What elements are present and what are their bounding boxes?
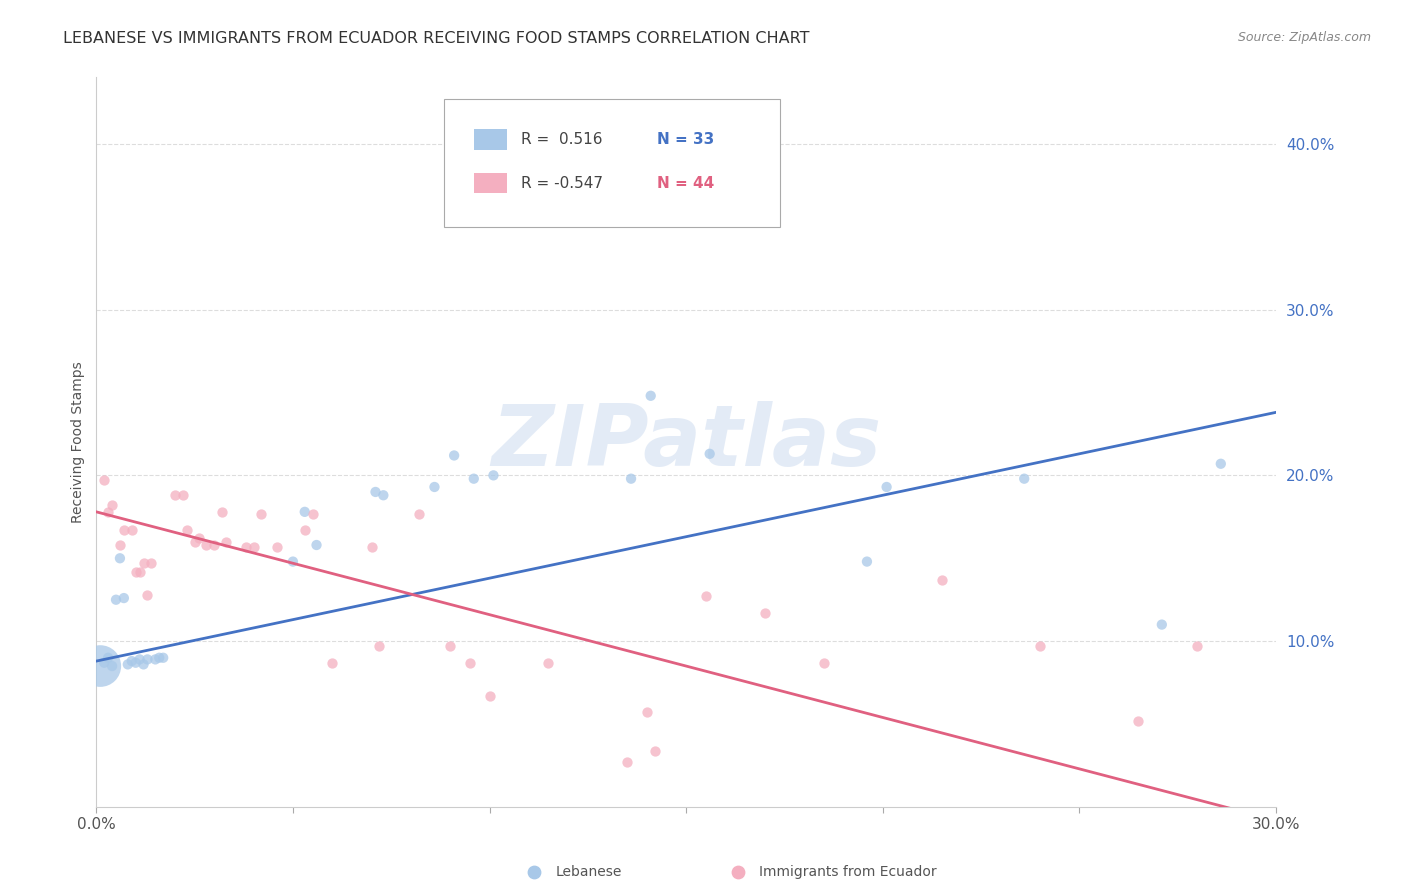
Point bbox=[1209, 457, 1232, 471]
Point bbox=[101, 498, 124, 512]
Point bbox=[97, 505, 120, 519]
Point bbox=[105, 592, 128, 607]
Point bbox=[616, 756, 638, 770]
Point bbox=[211, 505, 233, 519]
Point bbox=[408, 507, 430, 521]
FancyBboxPatch shape bbox=[474, 173, 506, 194]
Point bbox=[112, 523, 135, 537]
Text: N = 33: N = 33 bbox=[657, 132, 714, 147]
Point bbox=[128, 565, 150, 579]
Point bbox=[754, 606, 776, 620]
Point bbox=[93, 656, 115, 670]
Point bbox=[108, 538, 131, 552]
Point bbox=[128, 652, 150, 666]
Point bbox=[266, 540, 288, 554]
Point bbox=[931, 573, 953, 587]
FancyBboxPatch shape bbox=[474, 129, 506, 150]
Point bbox=[163, 488, 186, 502]
FancyBboxPatch shape bbox=[444, 99, 780, 227]
Point bbox=[482, 468, 505, 483]
Point bbox=[640, 389, 662, 403]
Point bbox=[148, 650, 170, 665]
Point bbox=[202, 538, 225, 552]
Point bbox=[108, 551, 131, 566]
Point bbox=[97, 650, 120, 665]
Point bbox=[537, 656, 560, 670]
Point bbox=[856, 555, 879, 569]
Point bbox=[132, 657, 155, 672]
Point bbox=[89, 659, 111, 673]
Point bbox=[364, 485, 387, 500]
Point bbox=[423, 480, 446, 494]
Point bbox=[1029, 639, 1052, 653]
Point bbox=[305, 538, 328, 552]
Text: ZIPatlas: ZIPatlas bbox=[491, 401, 882, 483]
Point bbox=[242, 540, 264, 554]
Point bbox=[132, 556, 155, 570]
Point bbox=[1187, 639, 1209, 653]
Point bbox=[183, 534, 205, 549]
Point bbox=[112, 591, 135, 605]
Point bbox=[294, 505, 316, 519]
Text: N = 44: N = 44 bbox=[657, 176, 714, 191]
Point bbox=[195, 538, 218, 552]
Point bbox=[281, 555, 304, 569]
Point bbox=[250, 507, 273, 521]
Point bbox=[699, 447, 721, 461]
Point bbox=[101, 659, 124, 673]
Point bbox=[458, 656, 481, 670]
Point bbox=[368, 639, 391, 653]
Point bbox=[1012, 472, 1035, 486]
Point bbox=[636, 706, 658, 720]
Point bbox=[176, 523, 198, 537]
Point bbox=[813, 656, 835, 670]
Point bbox=[141, 556, 163, 570]
Point bbox=[321, 656, 343, 670]
Point bbox=[93, 474, 115, 488]
Text: R = -0.547: R = -0.547 bbox=[522, 176, 603, 191]
Point bbox=[136, 588, 159, 602]
Y-axis label: Receiving Food Stamps: Receiving Food Stamps bbox=[72, 361, 86, 523]
Text: R =  0.516: R = 0.516 bbox=[522, 132, 602, 147]
Point bbox=[152, 650, 174, 665]
Point bbox=[294, 523, 316, 537]
Text: LEBANESE VS IMMIGRANTS FROM ECUADOR RECEIVING FOOD STAMPS CORRELATION CHART: LEBANESE VS IMMIGRANTS FROM ECUADOR RECE… bbox=[63, 31, 810, 46]
Point bbox=[235, 540, 257, 554]
Point bbox=[121, 523, 143, 537]
Point bbox=[301, 507, 323, 521]
Point bbox=[443, 449, 465, 463]
Point bbox=[620, 472, 643, 486]
Point bbox=[124, 565, 146, 579]
Text: Source: ZipAtlas.com: Source: ZipAtlas.com bbox=[1237, 31, 1371, 45]
Point bbox=[172, 488, 194, 502]
Point bbox=[143, 652, 166, 666]
Point bbox=[644, 743, 666, 757]
Point bbox=[121, 654, 143, 668]
Point bbox=[1150, 617, 1173, 632]
Point bbox=[1128, 714, 1150, 728]
Point bbox=[695, 590, 717, 604]
Point bbox=[439, 639, 461, 653]
Text: Lebanese: Lebanese bbox=[555, 865, 621, 880]
Point bbox=[463, 472, 485, 486]
Text: Immigrants from Ecuador: Immigrants from Ecuador bbox=[759, 865, 936, 880]
Point bbox=[360, 540, 382, 554]
Point bbox=[478, 689, 501, 703]
Point bbox=[215, 534, 238, 549]
Point bbox=[117, 657, 139, 672]
Point bbox=[187, 532, 209, 546]
Point bbox=[136, 652, 159, 666]
Point bbox=[373, 488, 395, 502]
Point bbox=[124, 656, 146, 670]
Point bbox=[876, 480, 898, 494]
